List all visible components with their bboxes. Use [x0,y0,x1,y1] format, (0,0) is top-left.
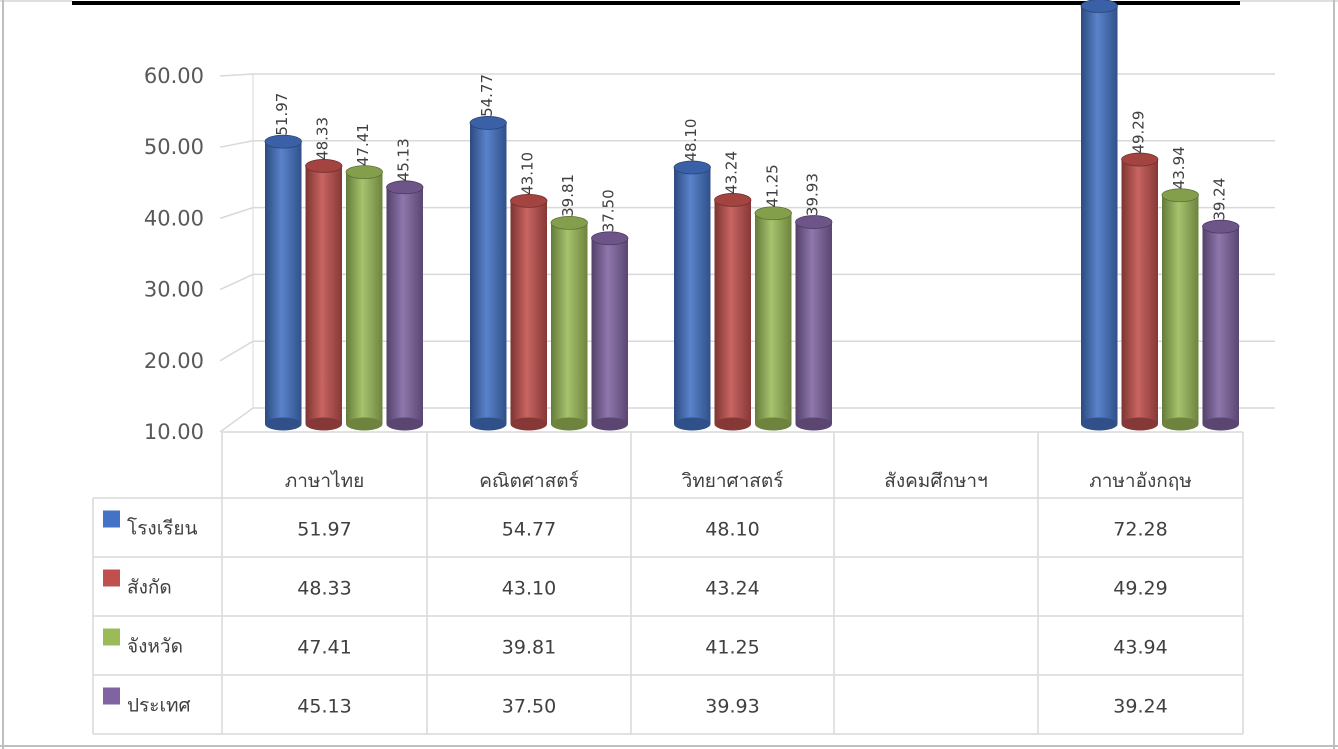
legend-swatch [103,628,120,646]
bar [469,116,507,431]
table-cell-value: 48.33 [297,578,351,600]
table-cell-value: 43.10 [502,578,556,600]
data-label: 51.97 [273,93,291,136]
legend-swatch [103,569,120,587]
category-label: คณิตศาสตร์ [479,470,579,492]
y-tick-label: 20.00 [144,349,204,373]
data-label: 49.29 [1130,111,1148,154]
bar [795,215,833,431]
y-axis-ticks: 10.00 20.00 30.00 40.00 50.00 60.00 [144,64,204,444]
table-cell-value: 45.13 [297,696,351,718]
category-label: ภาษาอังกฤษ [1089,470,1192,492]
bar [1202,219,1240,431]
gridlines [219,73,1275,433]
table-cell-value: 48.10 [705,519,759,541]
bar [345,165,383,431]
table-cell-value: 39.81 [502,637,556,659]
data-label: 43.24 [723,151,741,194]
data-labels: 51.97 48.33 47.41 45.13 54.77 43.10 39.81 37.50… [273,74,1229,232]
table-cell-value: 72.28 [1113,519,1167,541]
bar [1121,152,1159,431]
series-name: ประเทศ [127,695,191,717]
y-tick-label: 30.00 [144,278,204,302]
bar [264,134,302,431]
data-label: 39.81 [559,174,577,217]
data-label: 45.13 [395,138,413,181]
bar [550,215,588,431]
y-tick-label: 10.00 [144,420,204,444]
bar [1161,188,1199,431]
bar [673,160,711,431]
data-label: 39.93 [804,173,822,216]
data-label: 41.25 [763,164,781,207]
table-cell-value: 39.93 [705,696,759,718]
series-name: สังกัด [127,577,172,599]
data-label: 48.10 [682,119,700,162]
table-cell-value: 43.94 [1113,637,1167,659]
data-label: 37.50 [600,189,618,232]
table-cell-value: 37.50 [502,696,556,718]
legend-swatch [103,687,120,705]
data-label: 43.94 [1170,146,1188,189]
data-label: 48.33 [314,117,332,160]
legend-swatch [103,510,120,528]
series-name: โรงเรียน [127,517,198,540]
data-label: 43.10 [519,152,537,195]
data-label: 39.24 [1211,178,1229,221]
category-label: ภาษาไทย [285,470,365,492]
table-cell-value: 54.77 [502,519,556,541]
bar [754,206,792,431]
category-label: สังคมศึกษาฯ [884,470,988,492]
bar [1080,0,1118,431]
bar [386,180,424,431]
y-tick-label: 60.00 [144,64,204,88]
table-cell-value: 41.25 [705,637,759,659]
y-tick-label: 40.00 [144,206,204,230]
bar [591,231,629,431]
table-cell-value: 43.24 [705,578,759,600]
data-label: 47.41 [354,123,372,166]
table-cell-value: 49.29 [1113,578,1167,600]
series-name: จังหวัด [127,636,183,658]
y-tick-label: 50.00 [144,135,204,159]
bar [510,193,548,431]
bar [714,193,752,431]
category-label: วิทยาศาสตร์ [681,470,783,492]
table-cell-value: 51.97 [297,519,351,541]
table-cell-value: 39.24 [1113,696,1167,718]
data-table: ภาษาไทย คณิตศาสตร์ วิทยาศาสตร์ สังคมศึกษาฯ ภ… [92,431,1244,735]
bar [305,159,343,431]
table-cell-value: 47.41 [297,637,351,659]
bars [264,0,1240,431]
data-label: 54.77 [478,74,496,117]
